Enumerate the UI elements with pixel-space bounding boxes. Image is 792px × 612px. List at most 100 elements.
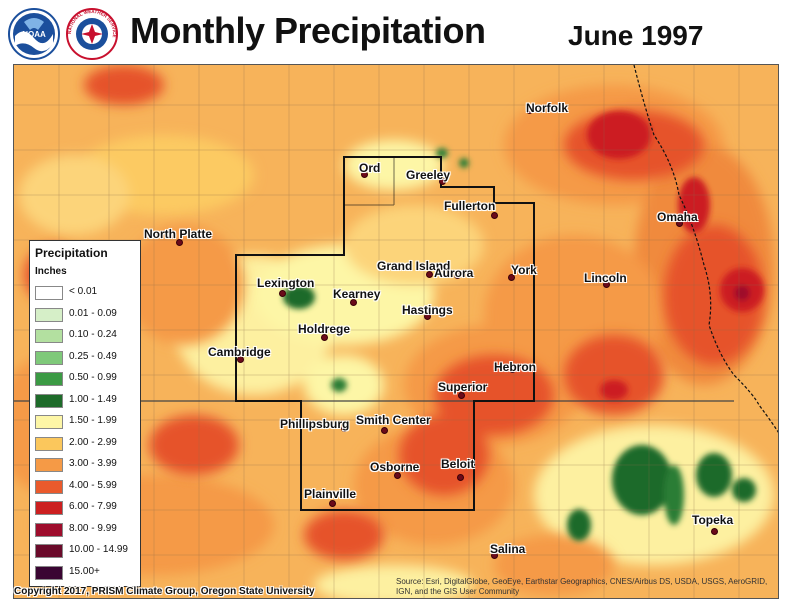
- legend-row: 8.00 - 9.99: [35, 522, 139, 538]
- legend-swatch: [35, 501, 63, 515]
- city-marker: [439, 178, 446, 185]
- city-label: Hebron: [494, 360, 536, 374]
- legend-row: 0.10 - 0.24: [35, 328, 139, 344]
- legend-row: 10.00 - 14.99: [35, 543, 139, 559]
- city-marker: [491, 552, 498, 559]
- noaa-logo: NOAA: [8, 8, 60, 60]
- legend-swatch: [35, 522, 63, 537]
- city-marker: [603, 281, 610, 288]
- legend-row: 1.50 - 1.99: [35, 414, 139, 430]
- city-label: Cambridge: [208, 345, 271, 359]
- legend-label: 0.50 - 0.99: [69, 372, 117, 383]
- legend-label: 2.00 - 2.99: [69, 436, 117, 448]
- legend-label: < 0.01: [69, 286, 98, 297]
- legend-label: 3.00 - 3.99: [69, 458, 117, 469]
- legend-units: Inches: [35, 266, 67, 277]
- city-marker: [676, 220, 683, 227]
- legend-swatch: [35, 565, 63, 580]
- city-label: Fullerton: [444, 199, 496, 213]
- city-label: Smith Center: [356, 413, 431, 427]
- legend-swatch: [35, 436, 63, 451]
- legend-swatch: [35, 544, 63, 558]
- city-marker: [526, 107, 533, 114]
- city-marker: [361, 171, 368, 178]
- legend-label: 0.01 - 0.09: [69, 307, 117, 319]
- legend-label: 15.00+: [69, 565, 100, 577]
- city-label: Osborne: [370, 460, 420, 474]
- city-marker: [457, 474, 464, 481]
- legend: Precipitation Inches < 0.01 0.01 - 0.09 0.…: [29, 240, 141, 587]
- precipitation-map: Norfolk Ord Greeley Fullerton Omaha North Pla…: [13, 64, 779, 599]
- map-header: NOAA NATIONAL WEATHER SERVICE Monthly Pr…: [0, 0, 792, 64]
- legend-row: 0.01 - 0.09: [35, 307, 139, 323]
- legend-label: 10.00 - 14.99: [69, 544, 128, 555]
- city-marker: [321, 334, 328, 341]
- city-marker: [458, 392, 465, 399]
- city-label: Grand Island: [377, 259, 451, 273]
- city-label: Topeka: [692, 513, 734, 527]
- city-label: Salina: [490, 542, 526, 556]
- city-marker: [491, 212, 498, 219]
- legend-row: 3.00 - 3.99: [35, 457, 139, 473]
- missouri-river: [633, 65, 778, 433]
- legend-row: < 0.01: [35, 285, 139, 301]
- legend-swatch: [35, 307, 63, 322]
- copyright-text: Copyright 2017, PRISM Climate Group, Ore…: [14, 586, 315, 597]
- legend-label: 1.00 - 1.49: [69, 393, 117, 405]
- city-label: Aurora: [434, 266, 474, 280]
- legend-title: Precipitation: [35, 246, 108, 260]
- city-label: Holdrege: [298, 322, 351, 336]
- city-label: Phillipsburg: [280, 417, 350, 431]
- city-marker: [381, 427, 388, 434]
- legend-swatch: [35, 415, 63, 429]
- legend-row: 1.00 - 1.49: [35, 393, 139, 409]
- legend-swatch: [35, 458, 63, 472]
- city-marker: [454, 272, 461, 279]
- legend-row: 0.50 - 0.99: [35, 371, 139, 387]
- noaa-logo-text: NOAA: [22, 30, 46, 39]
- legend-swatch: [35, 372, 63, 386]
- city-label: North Platte: [144, 227, 213, 241]
- legend-label: 8.00 - 9.99: [69, 522, 117, 534]
- legend-label: 6.00 - 7.99: [69, 501, 117, 512]
- city-label: York: [511, 263, 537, 277]
- legend-swatch: [35, 329, 63, 343]
- legend-label: 0.25 - 0.49: [69, 350, 117, 362]
- city-label: Omaha: [657, 210, 698, 224]
- city-label: Norfolk: [526, 101, 568, 115]
- precipitation-raster: [14, 65, 778, 598]
- city-marker: [394, 472, 401, 479]
- city-marker: [329, 500, 336, 507]
- legend-label: 0.10 - 0.24: [69, 329, 117, 340]
- city-marker: [424, 313, 431, 320]
- map-title: Monthly Precipitation: [130, 10, 486, 51]
- study-region-outline: [235, 156, 535, 511]
- legend-row: 15.00+: [35, 565, 139, 581]
- legend-row: 0.25 - 0.49: [35, 350, 139, 366]
- city-label: Lincoln: [584, 271, 627, 285]
- map-period: June 1997: [568, 20, 704, 51]
- precip-zones-dry: [283, 148, 756, 541]
- city-label: Beloit: [441, 457, 475, 471]
- city-label: Ord: [359, 161, 381, 175]
- legend-label: 1.50 - 1.99: [69, 415, 117, 426]
- city-marker: [711, 528, 718, 535]
- legend-label: 4.00 - 5.99: [69, 479, 117, 491]
- city-marker: [341, 425, 348, 432]
- county-cluster-outline: [235, 157, 395, 401]
- city-marker: [279, 290, 286, 297]
- city-label: Hastings: [402, 303, 453, 317]
- city-marker: [426, 271, 433, 278]
- city-marker: [350, 299, 357, 306]
- legend-swatch: [35, 350, 63, 365]
- source-attribution: Source: Esri, DigitalGlobe, GeoEye, Eart…: [396, 577, 768, 596]
- city-label: Greeley: [406, 168, 451, 182]
- legend-swatch: [35, 479, 63, 494]
- noaa-seal-icon: NOAA: [8, 8, 60, 60]
- city-marker: [509, 366, 516, 373]
- legend-swatch: [35, 393, 63, 408]
- nws-seal-icon: NATIONAL WEATHER SERVICE: [66, 8, 118, 60]
- city-marker: [237, 356, 244, 363]
- city-label: Kearney: [333, 287, 381, 301]
- legend-row: 4.00 - 5.99: [35, 479, 139, 495]
